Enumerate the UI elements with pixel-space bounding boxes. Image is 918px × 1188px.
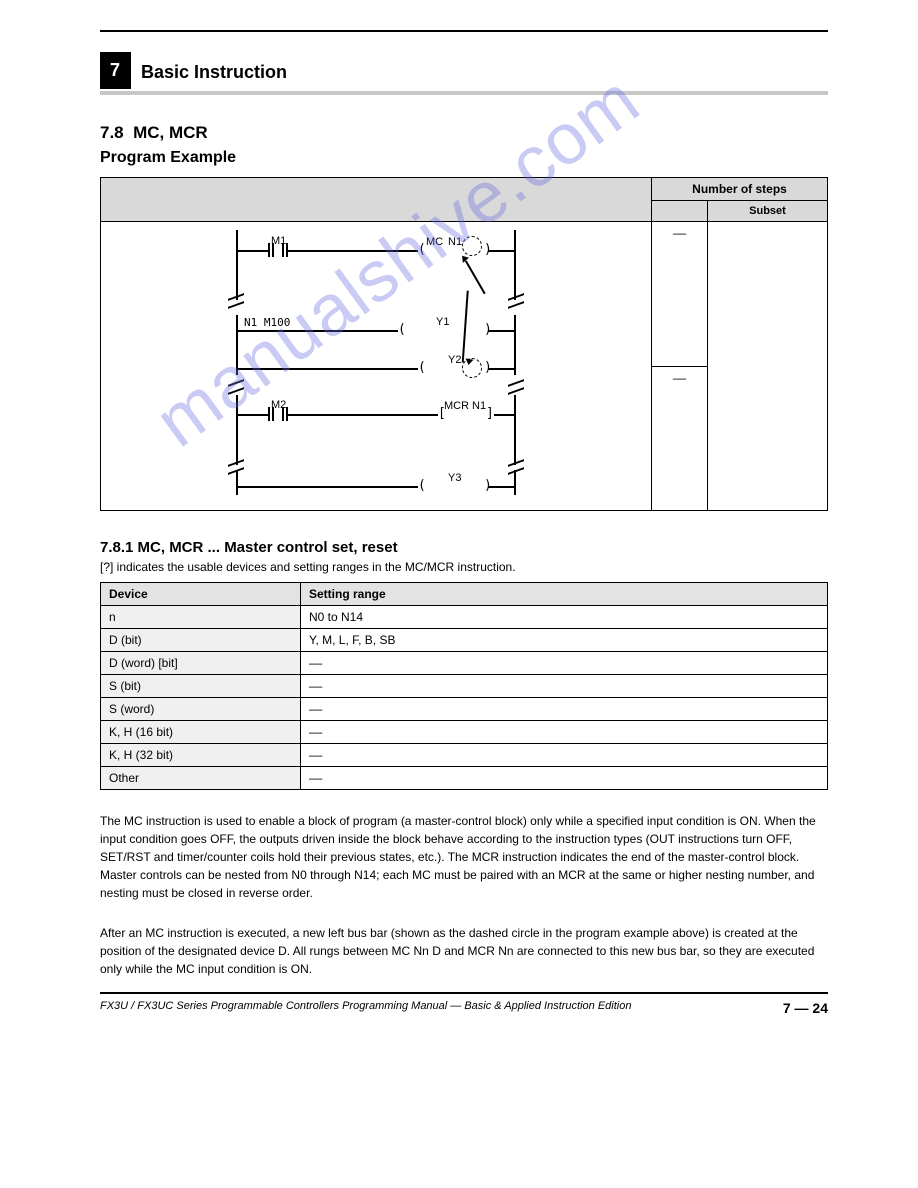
dev-cell: S (word): [101, 698, 301, 721]
device-col-header: Device: [101, 583, 301, 606]
dev-cell: n: [101, 606, 301, 629]
table-row: K, H (16 bit)––: [101, 721, 828, 744]
table-row: Other––: [101, 767, 828, 790]
page-footer: FX3U / FX3UC Series Programmable Control…: [100, 992, 828, 1016]
chapter-number: 7: [110, 60, 121, 80]
dev-cell: D (bit): [101, 629, 301, 652]
table-row: S (word)––: [101, 698, 828, 721]
example-header-blank: [101, 178, 652, 222]
section-number: 7.8: [100, 123, 124, 142]
range-cell: ––: [301, 767, 828, 790]
example-table: Number of steps Subset: [100, 177, 828, 511]
table-row: D (bit)Y, M, L, F, B, SB: [101, 629, 828, 652]
lbl-y1: Y1: [436, 316, 449, 328]
range-cell: Y, M, L, F, B, SB: [301, 629, 828, 652]
range-cell: N0 to N14: [301, 606, 828, 629]
paragraph-2: After an MC instruction is executed, a n…: [100, 924, 828, 978]
steps-subhead-1: [652, 201, 708, 222]
range-cell: ––: [301, 675, 828, 698]
lbl-y3: Y3: [448, 472, 461, 484]
lbl-n1a: N1: [448, 236, 462, 248]
table-row: nN0 to N14: [101, 606, 828, 629]
range-cell: ––: [301, 744, 828, 767]
example-heading: Program Example: [100, 149, 828, 167]
manual-title: FX3U / FX3UC Series Programmable Control…: [100, 1000, 631, 1013]
range-cell: ––: [301, 698, 828, 721]
device-table: Device Setting range nN0 to N14 D (bit)Y…: [100, 582, 828, 790]
subset-value: [708, 222, 828, 511]
table-row: D (word) [bit]––: [101, 652, 828, 675]
table-row: K, H (32 bit)––: [101, 744, 828, 767]
steps-high: ––: [652, 366, 708, 511]
lbl-mcr: MCR: [444, 400, 469, 412]
chapter-title: Basic Instruction: [141, 62, 287, 89]
ladder-diagram: M1 ( MC N1 ) N1 M100: [101, 222, 652, 511]
range-col-header: Setting range: [301, 583, 828, 606]
dev-cell: Other: [101, 767, 301, 790]
table-row: S (bit)––: [101, 675, 828, 698]
subset-header: Subset: [708, 201, 828, 222]
lbl-mc: MC: [426, 236, 443, 248]
dev-cell: S (bit): [101, 675, 301, 698]
paragraph-1: The MC instruction is used to enable a b…: [100, 812, 828, 902]
chapter-box: 7: [100, 52, 131, 89]
dev-cell: K, H (16 bit): [101, 721, 301, 744]
lbl-n1m100: N1 M100: [244, 316, 290, 329]
dev-cell: K, H (32 bit): [101, 744, 301, 767]
page-number: 7 — 24: [783, 1000, 828, 1016]
lbl-n1b: N1: [472, 400, 486, 412]
steps-header: Number of steps: [652, 178, 828, 201]
lbl-y2: Y2: [448, 354, 461, 366]
device-table-title: 7.8.1 MC, MCR ... Master control set, re…: [100, 539, 828, 556]
device-table-note: [?] indicates the usable devices and set…: [100, 560, 828, 574]
section-title: MC, MCR: [133, 123, 208, 142]
dev-cell: D (word) [bit]: [101, 652, 301, 675]
range-cell: ––: [301, 652, 828, 675]
steps-universal: ––: [652, 222, 708, 367]
chapter-rule: [100, 91, 828, 95]
range-cell: ––: [301, 721, 828, 744]
